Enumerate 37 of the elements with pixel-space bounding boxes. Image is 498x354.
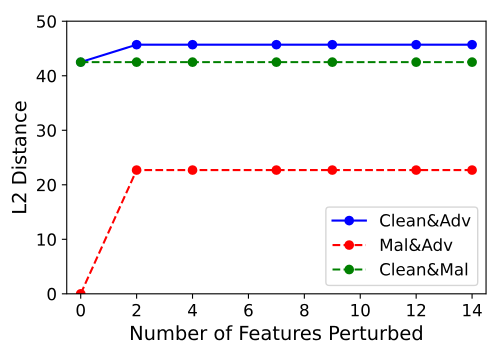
point: [272, 57, 282, 67]
y-tick-label: 0: [48, 288, 56, 300]
point: [411, 165, 422, 175]
legend-label: Mal&Adv: [380, 238, 452, 252]
point: [272, 165, 282, 175]
x-tick-label: 10: [351, 304, 370, 316]
point: [272, 40, 282, 50]
x-tick-label: 14: [463, 304, 482, 316]
x-tick-label: 0: [76, 304, 85, 316]
y-tick-label: 10: [38, 233, 56, 246]
point: [467, 40, 477, 50]
x-tick-label: 6: [244, 304, 253, 316]
point: [132, 57, 142, 67]
x-tick-label: 8: [300, 304, 309, 316]
point: [132, 40, 142, 50]
point: [327, 57, 338, 67]
y-axis-title: L2 Distance: [11, 101, 26, 213]
point: [467, 165, 477, 175]
x-axis-title: Number of Features Perturbed: [131, 325, 422, 340]
legend-label: Clean&Adv: [380, 214, 471, 227]
point: [327, 165, 338, 175]
x-tick-label: 4: [188, 304, 197, 316]
point: [188, 57, 198, 67]
x-tick-label: 12: [407, 304, 426, 316]
x-tick-label: 2: [132, 304, 140, 316]
legend-label: Clean&Mal: [380, 262, 468, 276]
point: [327, 40, 338, 50]
point: [188, 165, 198, 175]
y-tick-label: 40: [36, 70, 56, 82]
point: [188, 40, 198, 50]
y-tick-label: 30: [37, 124, 56, 137]
point: [411, 40, 422, 50]
y-tick-label: 50: [37, 15, 56, 28]
point: [132, 165, 142, 175]
point: [467, 57, 477, 67]
point: [411, 57, 422, 67]
y-tick-label: 20: [37, 178, 56, 192]
